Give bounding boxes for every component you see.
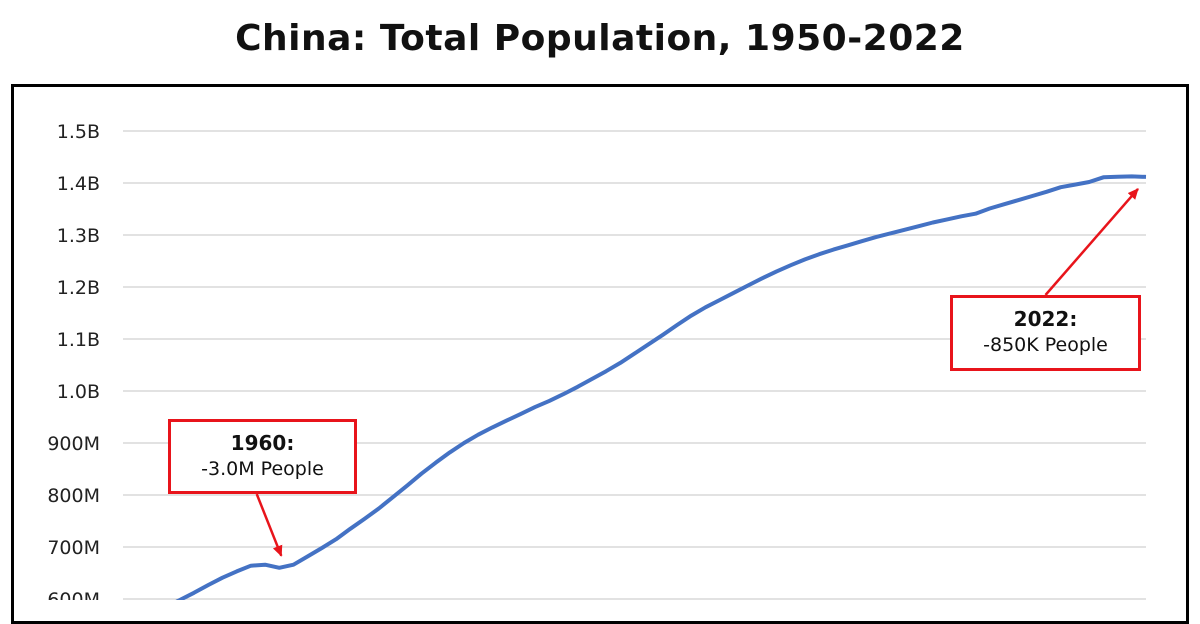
annotation-2022-box: 2022: -850K People [950, 295, 1141, 371]
y-tick-label: 900M [47, 433, 100, 455]
y-tick-label: 1.4B [57, 173, 100, 195]
annotation-1960-box: 1960: -3.0M People [168, 419, 357, 494]
y-tick-label: 700M [47, 537, 100, 559]
annotation-2022-year: 2022: [1013, 307, 1078, 331]
y-tick-label: 800M [47, 485, 100, 507]
y-tick-label: 1.5B [57, 121, 100, 143]
y-tick-label: 1.1B [57, 329, 100, 351]
annotation-1960-year: 1960: [230, 431, 295, 455]
y-tick-label: 1.2B [57, 277, 100, 299]
annotation-arrow [255, 493, 283, 557]
annotation-arrow [1044, 188, 1139, 296]
y-tick-label: 1.0B [57, 381, 100, 403]
annotation-2022-text: -850K People [983, 334, 1108, 356]
y-tick-label: 600M [47, 589, 100, 600]
population-series-line [175, 174, 1147, 600]
y-tick-label: 1.3B [57, 225, 100, 247]
chart-title: China: Total Population, 1950-2022 [235, 18, 965, 59]
annotation-1960-text: -3.0M People [201, 458, 324, 480]
